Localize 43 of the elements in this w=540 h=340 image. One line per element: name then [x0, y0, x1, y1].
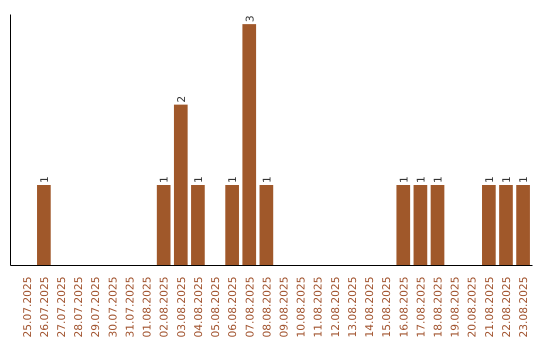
data-label: 3	[243, 15, 256, 22]
x-tick-label: 28.07.2025	[72, 276, 86, 338]
data-label: 1	[482, 176, 496, 184]
x-tick-label: 04.08.2025	[192, 276, 205, 338]
data-label: 1	[192, 176, 205, 184]
x-tick-label: 01.08.2025	[140, 276, 154, 338]
x-tick-label: 31.07.2025	[123, 276, 136, 338]
x-tick-label: 13.08.2025	[346, 276, 359, 338]
x-tick-label: 22.08.2025	[500, 276, 513, 338]
x-tick-label: 06.08.2025	[226, 276, 240, 338]
x-tick-label: 26.07.2025	[38, 276, 51, 338]
x-tick-label: 16.08.2025	[397, 276, 410, 338]
data-label: 1	[260, 176, 274, 184]
x-tick-label: 15.08.2025	[380, 276, 394, 338]
x-tick-label: 23.08.2025	[517, 276, 530, 338]
data-label: 1	[517, 176, 530, 184]
x-tick-label: 14.08.2025	[363, 276, 376, 338]
x-tick-label: 20.08.2025	[466, 276, 479, 338]
x-tick-label: 21.08.2025	[482, 276, 496, 338]
x-tick-label: 09.08.2025	[277, 276, 290, 338]
data-label: 1	[414, 176, 428, 184]
x-tick-label: 25.07.2025	[20, 276, 34, 338]
x-tick-label: 08.08.2025	[260, 276, 274, 338]
data-label: 1	[397, 176, 410, 184]
data-label: 1	[226, 176, 240, 184]
data-label: 1	[158, 176, 171, 184]
x-tick-label: 05.08.2025	[209, 276, 222, 338]
data-label: 1	[500, 176, 513, 184]
x-tick-label: 11.08.2025	[312, 276, 325, 338]
data-label: 1	[432, 176, 445, 184]
x-tick-label: 18.08.2025	[432, 276, 445, 338]
x-tick-label: 02.08.2025	[158, 276, 171, 338]
x-tick-label: 30.07.2025	[106, 276, 120, 338]
x-tick-label: 27.07.2025	[54, 276, 68, 338]
x-tick-label: 10.08.2025	[294, 276, 308, 338]
x-tick-label: 07.08.2025	[243, 276, 256, 338]
x-tick-label: 12.08.2025	[328, 276, 342, 338]
x-tick-label: 29.07.2025	[89, 276, 102, 338]
x-tick-label: 03.08.2025	[174, 276, 188, 338]
data-label: 1	[38, 176, 51, 184]
x-tick-label: 17.08.2025	[414, 276, 428, 338]
data-label: 2	[174, 96, 188, 103]
x-tick-label: 19.08.2025	[448, 276, 462, 338]
